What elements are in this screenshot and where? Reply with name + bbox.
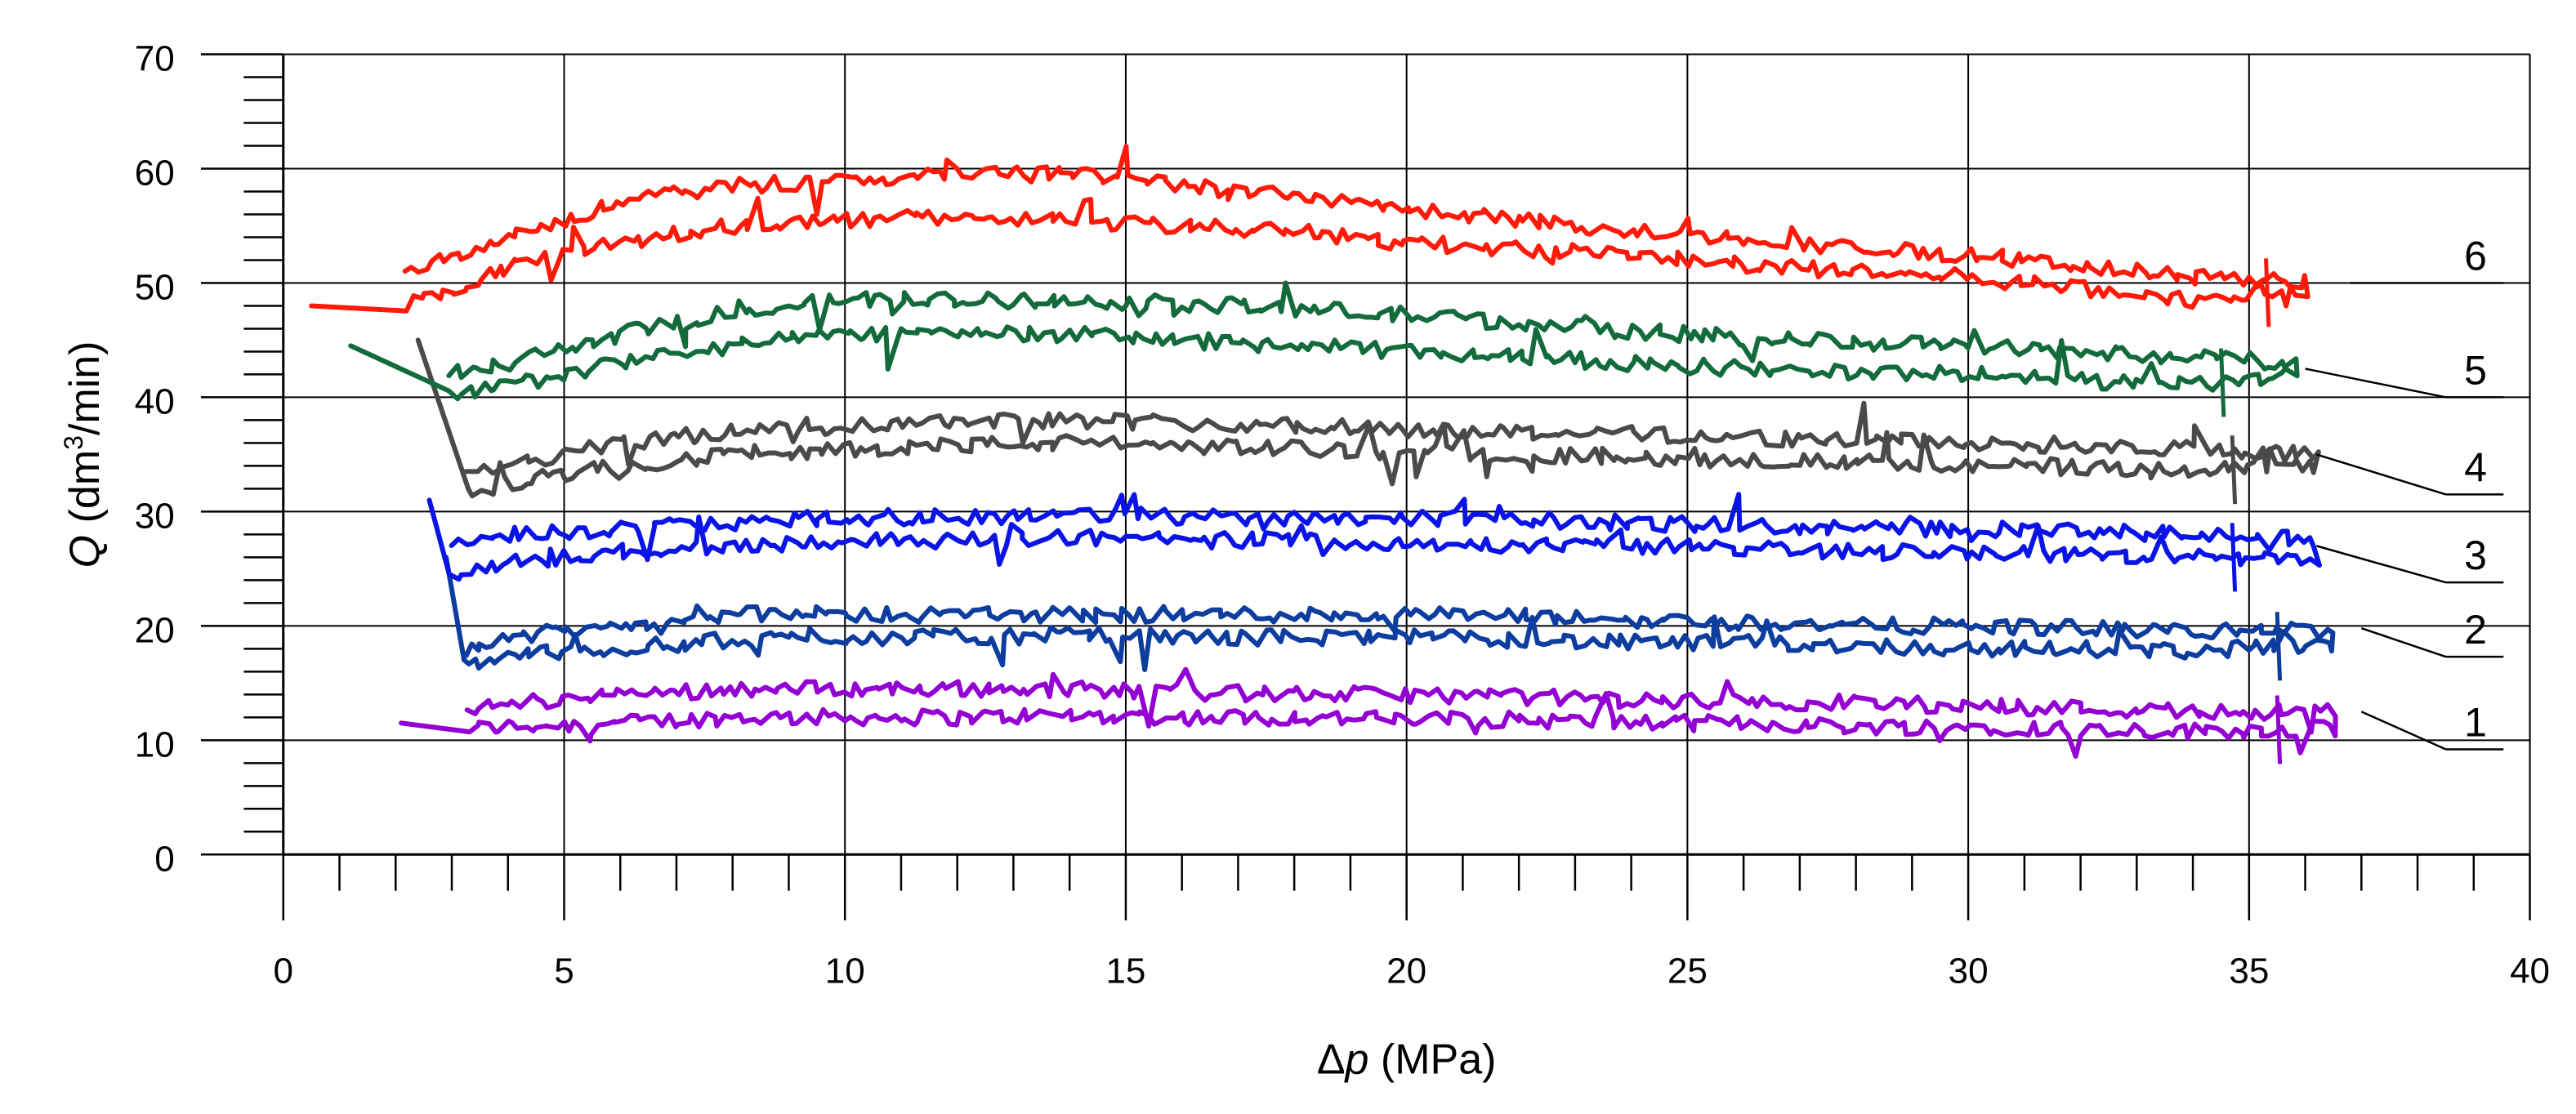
y-tick-label: 10 [135,724,175,764]
y-tick-label: 70 [135,39,175,79]
x-tick-label: 30 [1949,951,1989,991]
series-2-spike [2275,612,2283,681]
y-axis-unit-pre: (dm [61,450,109,535]
series-1-spike [2275,695,2283,764]
x-tick-label: 0 [274,951,293,991]
x-axis-unit: (MPa) [1368,1036,1496,1083]
series-6-spike [2264,258,2271,328]
plot-lines [309,144,2338,764]
series-5-line [348,280,2300,402]
y-tick-label: 20 [135,611,175,651]
series-1-line [399,666,2338,759]
curve-label-1: 1 [2464,699,2487,745]
x-tick-label: 10 [825,951,865,991]
callout-leader-2 [2360,626,2447,658]
y-tick-label: 0 [154,839,174,879]
callout-leader-3 [2315,545,2447,584]
series-2-group [444,555,2336,681]
series-4-spike [2230,435,2238,505]
y-axis-title: Q (dm3/min) [59,341,109,568]
x-tick-label: 5 [554,951,574,991]
grid [283,53,2531,855]
y-axis-unit-sup: 3 [59,435,88,450]
series-5-group [348,280,2300,417]
x-tick-label: 40 [2510,951,2550,991]
y-tick-label: 30 [135,497,175,537]
y-tick-label: 40 [135,382,175,422]
x-tick-label: 35 [2229,951,2269,991]
axes [282,53,2531,856]
series-4-group [415,337,2321,505]
callout-leader-1 [2360,711,2447,751]
callouts: 6 5 4 3 2 1 [2305,233,2504,751]
curve-label-2: 2 [2464,607,2487,653]
y-tick-label: 60 [135,154,175,194]
curve-label-6: 6 [2464,233,2487,278]
callout-leader-5 [2305,368,2446,399]
series-1-group [399,666,2338,764]
series-3-group [426,492,2322,592]
x-axis-variable: p [1344,1036,1369,1083]
series-2-line [444,555,2336,672]
series-6-line [309,144,2310,314]
series-6-group [309,144,2310,328]
series-3-line [426,492,2322,582]
x-tick-label: 15 [1105,951,1145,991]
curve-label-5: 5 [2464,347,2487,393]
series-5-spike [2219,348,2226,417]
x-tick-label: 25 [1667,951,1708,991]
x-tick-label: 20 [1386,951,1426,991]
series-3-spike [2230,523,2238,592]
curve-label-4: 4 [2464,444,2487,490]
series-4-line [415,337,2321,499]
y-axis-variable: Q [61,535,109,568]
x-axis-symbol: Δ [1317,1036,1346,1083]
y-tick-label: 50 [135,268,175,308]
x-axis-title: Δp (MPa) [1317,1036,1497,1083]
curve-label-3: 3 [2464,532,2487,578]
y-axis-unit-post: /min) [61,341,109,436]
callout-leader-4 [2315,453,2447,496]
minor-ticks [200,53,2531,920]
